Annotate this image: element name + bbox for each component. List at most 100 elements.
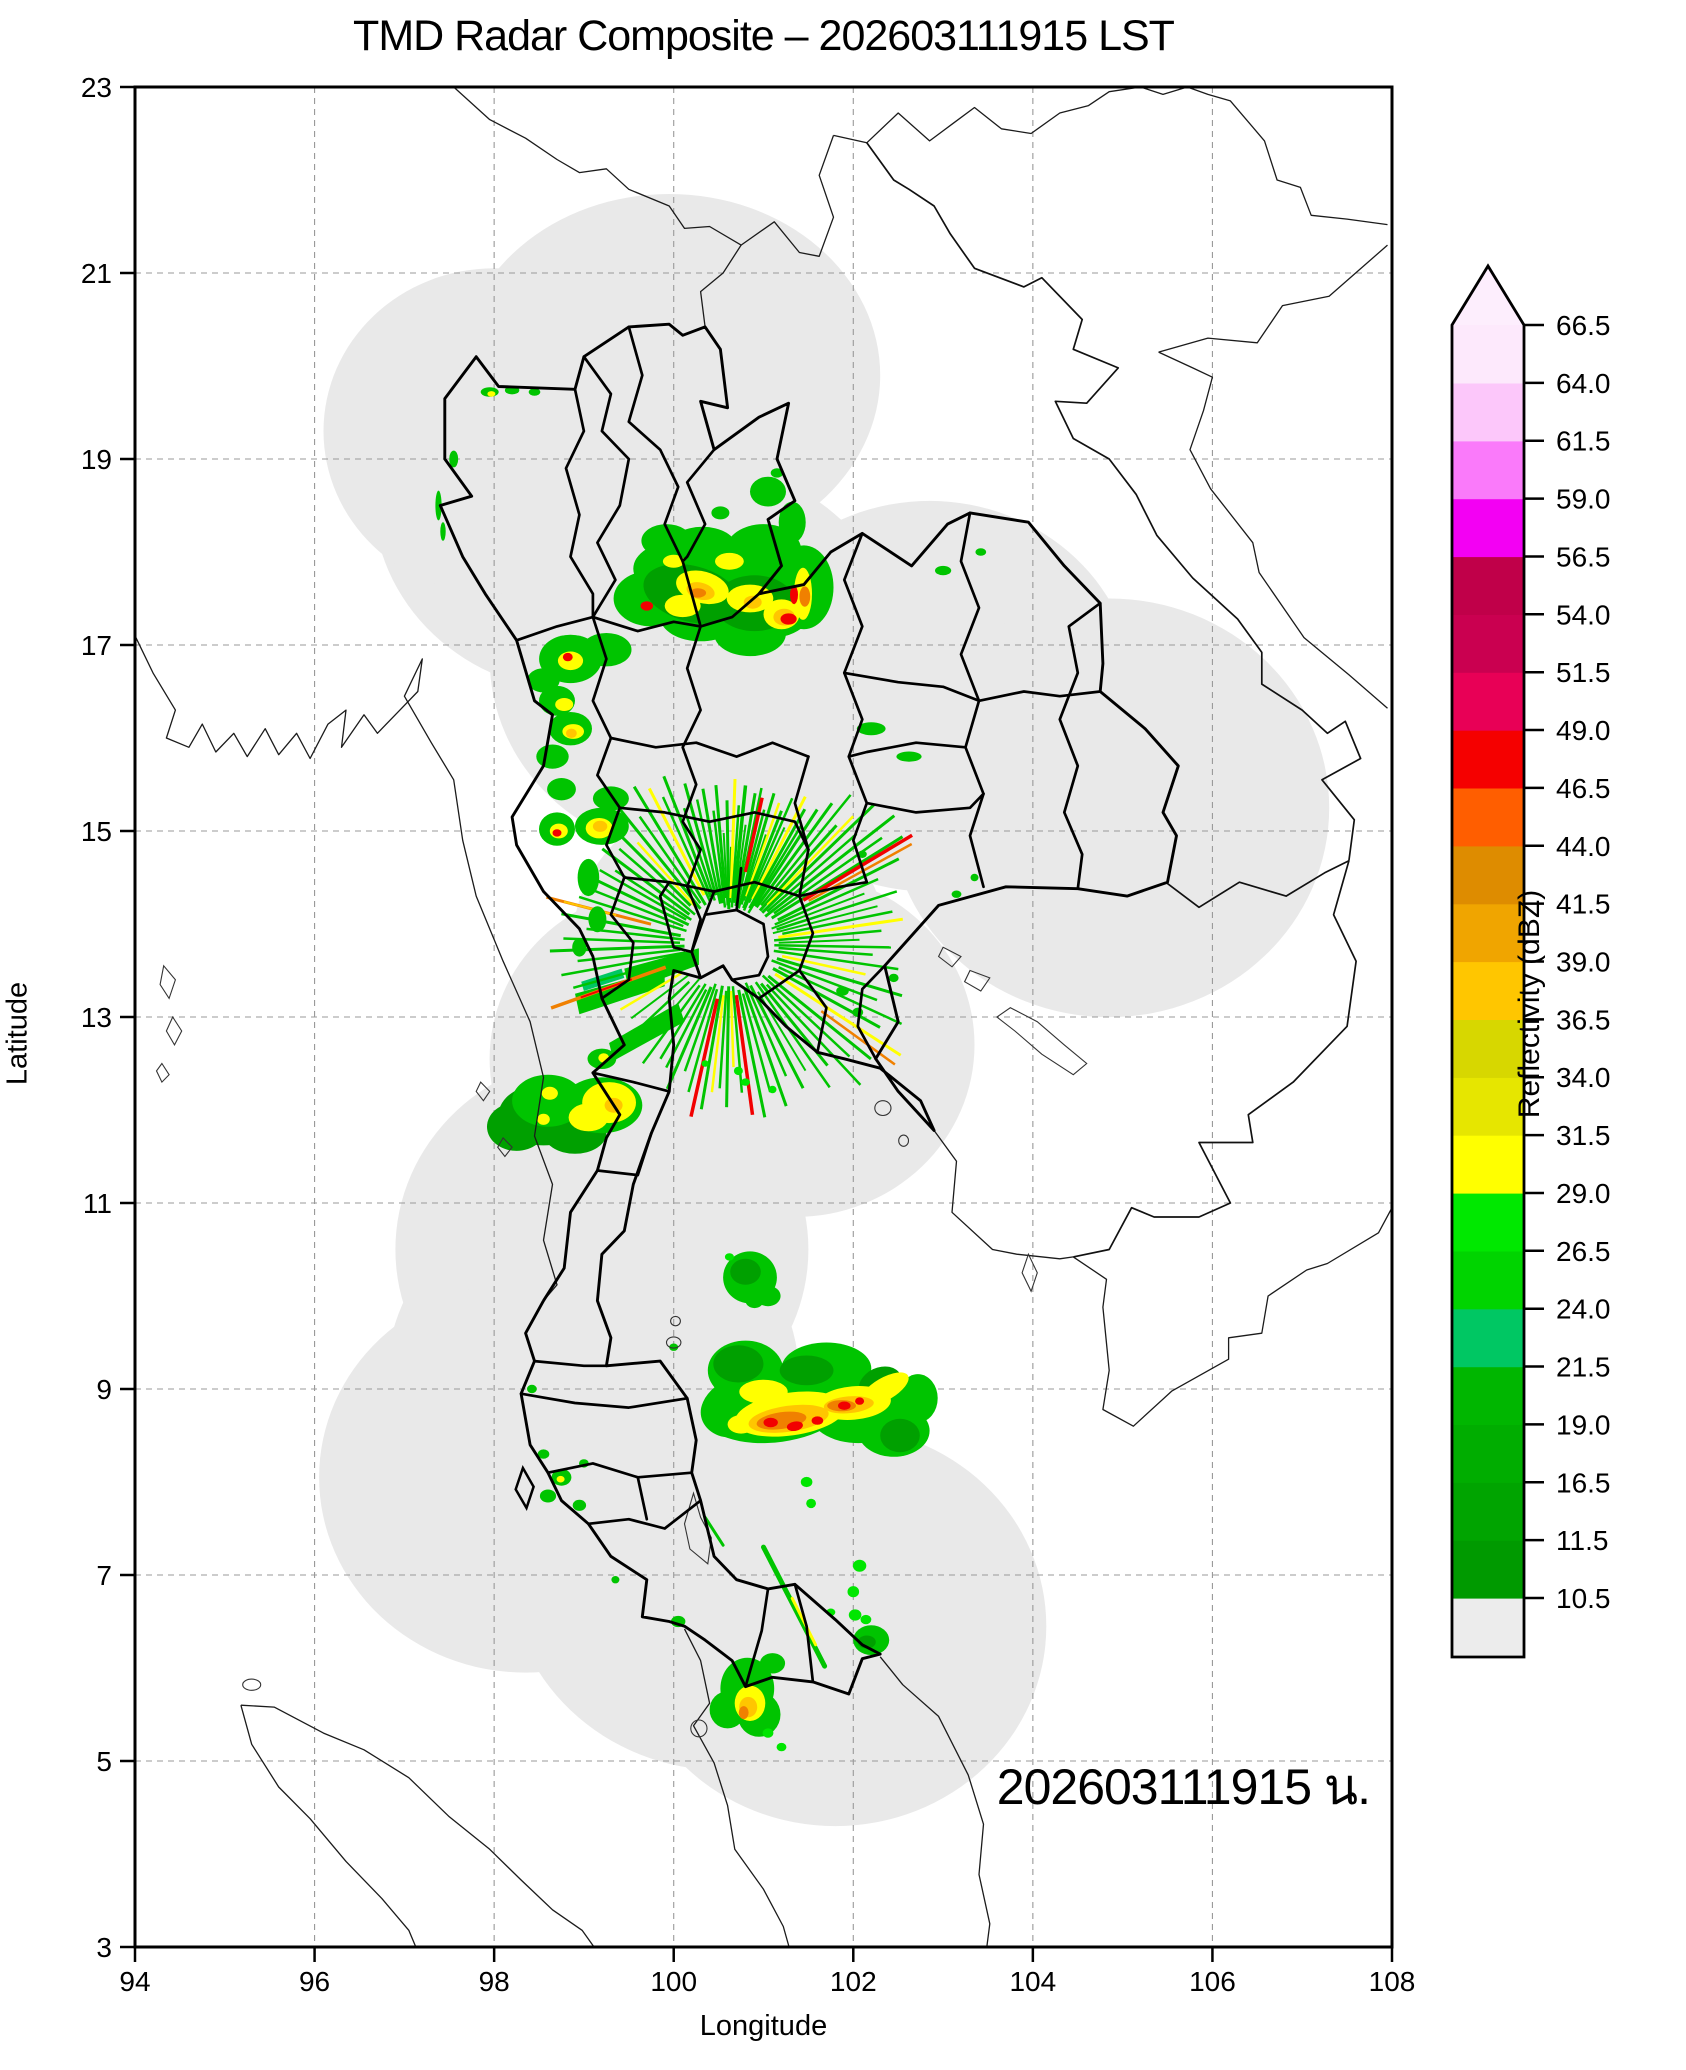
lon-tick-label: 104: [1009, 1966, 1056, 1997]
lat-tick-label: 15: [81, 816, 112, 847]
province-border: [681, 448, 716, 563]
radar-ray: [630, 973, 691, 1020]
radar-ray: [778, 938, 860, 944]
radar-ray: [608, 823, 692, 907]
radar-ray: [771, 892, 865, 930]
lon-tick-label: 96: [299, 1966, 330, 1997]
lat-tick-label: 21: [81, 258, 112, 289]
radar-echo-blob: [487, 391, 496, 397]
radar-echo-blob: [572, 938, 587, 957]
radar-ray: [753, 808, 819, 907]
colorbar-tick-label: 54.0: [1556, 599, 1611, 630]
colorbar-tick-label: 11.5: [1556, 1525, 1608, 1556]
radar-ray: [628, 980, 691, 1039]
radar-ray: [699, 985, 724, 1110]
colorbar-tick-label: 61.5: [1556, 426, 1611, 457]
radar-echo-blob: [562, 652, 573, 662]
country-coastline: [683, 1628, 790, 1947]
radar-ray: [747, 825, 802, 914]
colorbar-outline: [1450, 263, 1526, 1659]
radar-echo-blob: [790, 585, 798, 605]
lat-tick-label: 19: [81, 444, 112, 475]
radar-echo-blob: [715, 552, 744, 570]
radar-ray: [776, 957, 903, 998]
radar-ray: [774, 944, 892, 949]
radar-ray: [742, 810, 783, 909]
colorbar-tick-label: 46.5: [1556, 773, 1611, 804]
phuket-island-outline: [514, 1464, 535, 1512]
radar-ray: [760, 794, 852, 907]
radar-echo-blob: [572, 1499, 587, 1511]
map-root: [135, 87, 1392, 1947]
radar-ray: [695, 799, 722, 904]
colorbar-tick-label: 64.0: [1556, 368, 1611, 399]
radar-echo-blob: [641, 524, 692, 558]
country-coastline: [699, 244, 742, 327]
radar-echo-blob: [727, 1415, 755, 1434]
radar-echo-blob: [556, 1475, 565, 1483]
thailand-border: [438, 322, 1180, 1696]
colorbar-segment: [1452, 382, 1524, 442]
lake-outline: [937, 946, 962, 968]
province-border: [735, 866, 743, 912]
radar-echo-blob: [848, 1609, 862, 1621]
country-coastline: [1072, 1207, 1392, 1427]
radar-ray: [778, 946, 873, 957]
radar-echo-blob: [786, 1421, 803, 1432]
radar-echo-blob: [838, 1401, 851, 1410]
radar-ray: [737, 809, 766, 909]
colorbar-arrow: [1452, 266, 1524, 325]
colorbar-tick-label: 59.0: [1556, 484, 1611, 515]
radar-echo-blob: [778, 501, 806, 543]
lake-outline: [497, 1136, 513, 1158]
radar-ray: [561, 951, 686, 977]
colorbar-segment: [1452, 1135, 1524, 1194]
lake-outline: [995, 1007, 1088, 1076]
colorbar-segment: [1452, 787, 1524, 847]
province-border: [842, 532, 869, 884]
radar-echo-blob: [527, 668, 560, 693]
colorbar-segment: [1452, 556, 1524, 615]
country-border: [1073, 860, 1357, 1258]
country-coastline: [453, 87, 835, 257]
radar-ray: [758, 824, 838, 912]
province-border: [977, 690, 1102, 703]
radar-ray: [764, 814, 896, 918]
province-border: [681, 625, 702, 980]
colorbar-tick-label: 31.5: [1556, 1120, 1611, 1151]
radar-ray: [773, 929, 882, 942]
colorbar-tick-label: 29.0: [1556, 1178, 1611, 1209]
province-border: [546, 1462, 694, 1479]
radar-ray: [755, 802, 834, 909]
radar-ray: [665, 986, 713, 1090]
radar-echo-blob: [711, 506, 730, 520]
lat-tick-label: 11: [83, 1188, 112, 1219]
radar-echo-blob: [733, 1066, 743, 1076]
radar-echo-blob: [435, 490, 442, 521]
radar-echo-blob: [768, 1085, 777, 1094]
colorbar-tick-label: 21.5: [1556, 1352, 1611, 1383]
radar-ray: [594, 889, 684, 928]
radar-echo-blob: [539, 1489, 557, 1503]
radar-ray: [774, 877, 879, 926]
radar-echo-blob: [536, 744, 569, 769]
lat-tick-label: 13: [81, 1002, 112, 1033]
colorbar-segment: [1452, 1077, 1524, 1136]
province-border: [793, 1582, 815, 1684]
radar-echo-blob: [568, 1103, 609, 1132]
radar-echo-blob: [537, 1449, 550, 1459]
radar-ray: [761, 974, 851, 1058]
lat-tick-label: 17: [81, 630, 112, 661]
radar-ray: [650, 978, 701, 1035]
colorbar-tick-label: 41.5: [1556, 889, 1611, 920]
radar-echo-blob: [762, 1728, 774, 1738]
lon-tick-label: 108: [1369, 1966, 1416, 1997]
radar-ray: [749, 984, 805, 1089]
radar-echo-blob: [776, 1742, 787, 1752]
radar-echo-blob: [669, 1343, 679, 1351]
radar-ray: [615, 804, 702, 910]
island-outline: [690, 1719, 708, 1738]
radar-echo-blob: [738, 1706, 749, 1720]
province-border: [847, 741, 967, 758]
radar-echo-blob: [662, 554, 685, 568]
